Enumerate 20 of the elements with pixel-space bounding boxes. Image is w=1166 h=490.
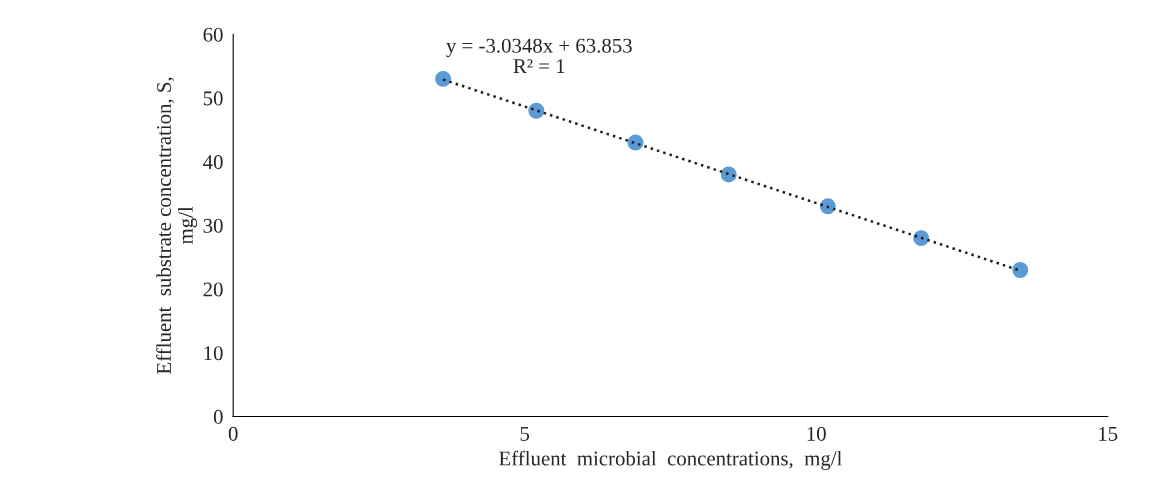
y-tick-label: 0 bbox=[213, 409, 223, 424]
y-tick-label: 40 bbox=[203, 155, 223, 170]
point bbox=[1012, 262, 1029, 278]
x-tick-label: 15 bbox=[1099, 426, 1118, 441]
y-tick-label: 20 bbox=[203, 282, 223, 297]
y-tick-label: 60 bbox=[203, 27, 223, 42]
x-tick-label: 0 bbox=[228, 426, 238, 441]
y-tick-label: 50 bbox=[203, 91, 223, 106]
point bbox=[627, 134, 644, 151]
point bbox=[819, 198, 836, 215]
y-tick-label: 10 bbox=[204, 346, 223, 361]
x-axis-title: Effluent microbial concentrations, mg/l bbox=[499, 450, 842, 470]
point bbox=[435, 70, 452, 87]
point bbox=[528, 102, 545, 119]
point bbox=[913, 230, 930, 247]
x-tick-label: 5 bbox=[520, 427, 530, 441]
annotation: y = -3.0348x + 63.853 R² = 1 bbox=[446, 38, 632, 73]
y-tick-label: 30 bbox=[203, 218, 223, 233]
x-tick-label: 10 bbox=[807, 426, 826, 441]
y-axis-title: Effluent substrate concentration, S, mg/l bbox=[156, 77, 198, 374]
